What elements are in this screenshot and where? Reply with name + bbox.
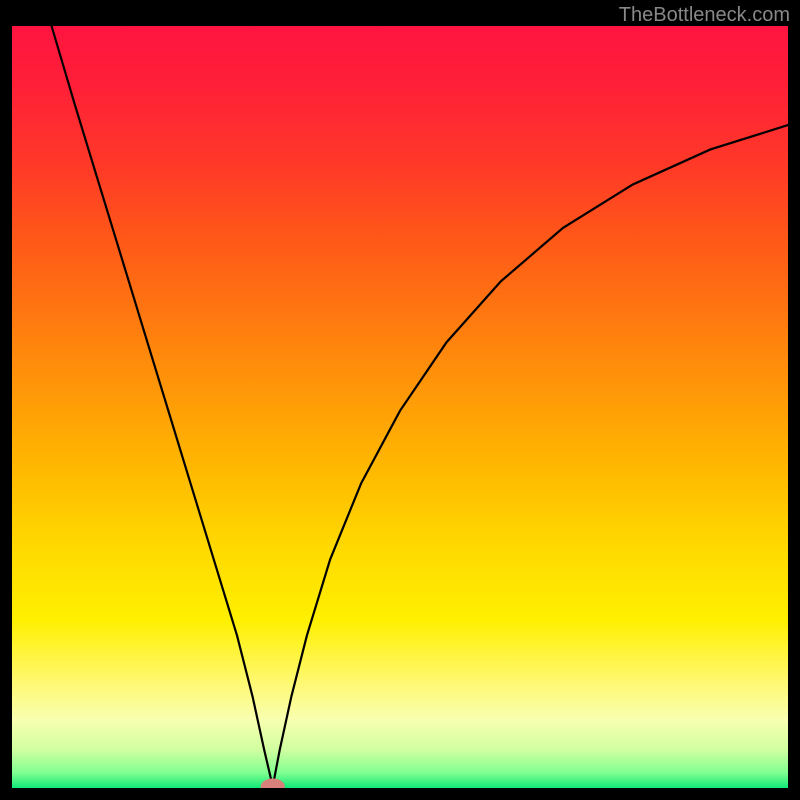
chart-container: TheBottleneck.com — [0, 0, 800, 800]
plot-background — [12, 26, 788, 788]
border-left — [0, 0, 12, 800]
border-bottom — [0, 788, 800, 800]
watermark-text: TheBottleneck.com — [619, 4, 790, 27]
border-right — [788, 0, 800, 800]
bottleneck-chart — [0, 0, 800, 800]
